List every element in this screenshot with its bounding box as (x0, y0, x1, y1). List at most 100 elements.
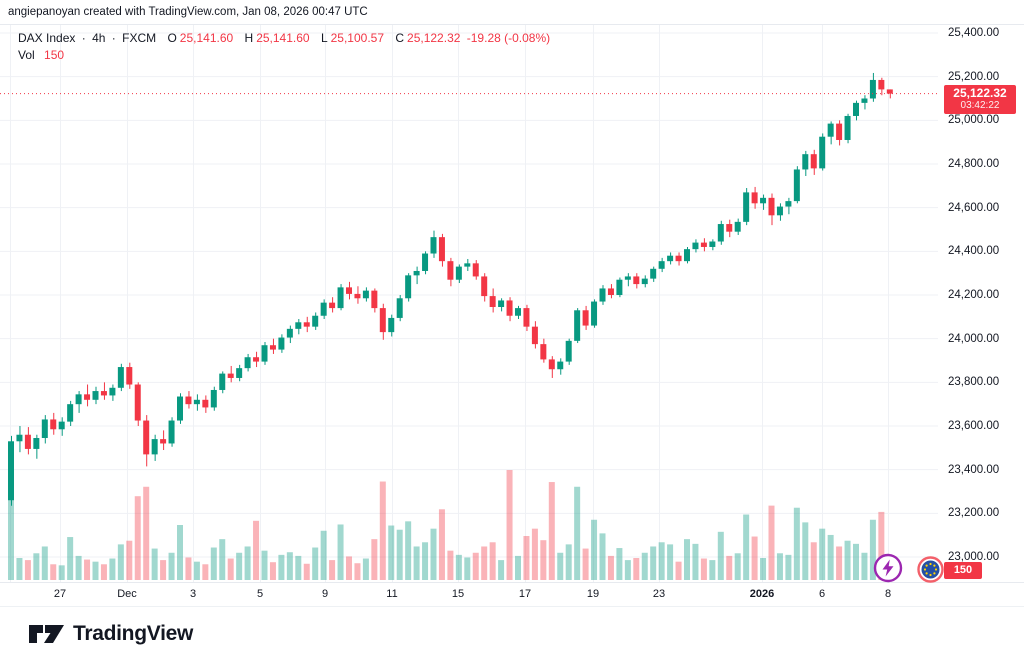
candle (624, 276, 631, 280)
candle (405, 275, 412, 299)
candle (861, 98, 868, 103)
candle (658, 261, 665, 269)
volume-bar (523, 536, 530, 580)
volume-bar (67, 537, 74, 580)
price-axis[interactable]: 25,400.00 25,200.00 25,000.00 24,800.00 24,6… (938, 25, 1024, 582)
volume-bar (362, 558, 369, 580)
volume-bar (329, 560, 336, 580)
volume-bar (33, 553, 40, 580)
price-axis-label: 23,200.00 (948, 507, 1000, 520)
candle (489, 296, 496, 308)
bar-countdown: 03:42:22 (960, 99, 1000, 111)
volume-bar (726, 555, 733, 580)
volume-bar (827, 534, 834, 580)
volume-bar (8, 493, 14, 580)
candle (92, 391, 99, 400)
volume-bar (134, 496, 141, 580)
volume-bar (743, 514, 750, 580)
volume-bar (41, 546, 48, 580)
candle (717, 224, 724, 242)
candle (210, 389, 217, 408)
volume-bar (844, 540, 851, 580)
volume-bar (717, 531, 724, 580)
symbol-logo-button[interactable] (917, 556, 944, 583)
volume-value: 150 (44, 48, 65, 62)
footer: TradingView (0, 606, 1024, 661)
volume-bar (785, 554, 792, 580)
volume-bar (869, 519, 876, 580)
candle (303, 322, 310, 327)
candle (827, 123, 834, 137)
volume-bar (641, 552, 648, 580)
volume-bar (84, 559, 91, 580)
volume-bar (751, 536, 758, 580)
price-chart[interactable] (0, 25, 938, 582)
legend-separator: · (111, 31, 116, 45)
candle (422, 253, 429, 271)
candle (151, 439, 158, 455)
volume-bar (160, 560, 167, 580)
chart-legend: DAX Index · 4h · FXCM O 25,141.60 H 25,141… (18, 31, 553, 62)
volume-bar (151, 548, 158, 580)
candle (515, 308, 521, 316)
volume-bar (413, 546, 420, 580)
volume-bar (236, 552, 243, 580)
candle (16, 434, 23, 442)
volume-bar (515, 555, 521, 580)
time-axis-label: 27 (53, 588, 67, 600)
volume-bar (346, 556, 352, 580)
volume-bar (447, 550, 454, 580)
candle (650, 268, 657, 279)
open-label: O (167, 31, 177, 45)
low-value: 25,100.57 (330, 31, 385, 45)
volume-bar (540, 540, 547, 580)
candle (709, 241, 716, 247)
tradingview-logo[interactable]: TradingView (28, 621, 193, 647)
volume-bar (312, 547, 319, 580)
price-axis-label: 24,000.00 (948, 332, 1000, 345)
volume-bar (802, 522, 809, 580)
volume-bar (853, 543, 859, 580)
candle (312, 315, 319, 327)
candle (802, 154, 809, 170)
candle (692, 242, 699, 250)
volume-bar (92, 561, 99, 580)
time-axis-label: 23 (652, 588, 666, 600)
candle (726, 224, 733, 232)
volume-bar (354, 563, 361, 580)
low-label: L (320, 31, 328, 45)
volume-bar (168, 552, 175, 580)
time-axis-label: 2026 (749, 588, 775, 600)
candle (354, 293, 361, 299)
volume-bar (574, 486, 581, 580)
volume-bar (430, 528, 437, 580)
time-axis[interactable]: 27 Dec 3 5 9 11 15 17 19 23 2026 6 8 (0, 582, 1024, 606)
price-axis-label: 24,200.00 (948, 289, 1000, 301)
last-volume-badge: 150 (944, 562, 982, 579)
volume-bar (464, 557, 471, 580)
candle (760, 197, 767, 204)
candle (768, 197, 775, 216)
volume-bar (498, 560, 505, 580)
volume-bar (396, 529, 403, 580)
price-axis-label: 25,000.00 (948, 114, 1000, 127)
volume-bar (582, 548, 589, 580)
boost-button[interactable] (873, 553, 903, 583)
volume-bar (371, 539, 378, 580)
interval-label: 4h (92, 31, 106, 45)
candle (219, 373, 226, 390)
candle (557, 361, 564, 370)
candle (455, 266, 462, 280)
candle (878, 79, 885, 90)
volume-bar (548, 482, 555, 580)
time-axis-label: 6 (818, 588, 826, 600)
volume-bar (16, 558, 23, 580)
time-axis-label: 17 (518, 588, 532, 600)
volume-bar (100, 564, 107, 580)
candle (607, 288, 614, 295)
candle (329, 302, 336, 309)
candle (675, 255, 682, 262)
candle (582, 310, 589, 326)
volume-bar (557, 552, 564, 580)
legend-volume-row: Vol 150 (18, 48, 553, 62)
